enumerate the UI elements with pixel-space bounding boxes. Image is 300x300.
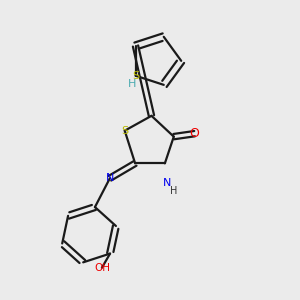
Text: N: N — [106, 173, 114, 183]
Text: S: S — [121, 126, 128, 136]
Text: H: H — [128, 79, 136, 88]
Text: O: O — [190, 127, 200, 140]
Text: OH: OH — [94, 263, 110, 273]
Text: S: S — [132, 71, 139, 81]
Text: H: H — [170, 186, 178, 196]
Text: N: N — [163, 178, 171, 188]
